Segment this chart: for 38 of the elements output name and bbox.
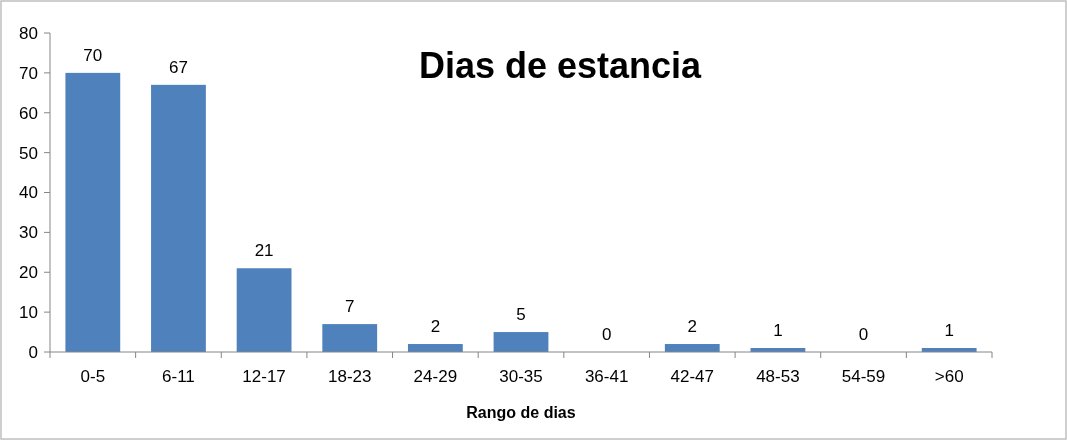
x-tick-label: 54-59 [841,367,886,386]
data-label: 0 [858,325,869,344]
data-label: 67 [168,57,188,77]
x-axis-title: Rango de dias [466,404,576,421]
x-tick-label: 6-11 [162,367,195,386]
data-label: 1 [944,321,954,341]
x-tick-label: 12-17 [242,367,286,386]
chart-title: Dias de estancia [418,45,703,86]
data-label: 0 [601,325,612,344]
x-tick-label: >60 [934,367,964,386]
x-tick-label: 24-29 [413,367,458,386]
bar [151,84,206,352]
bar [236,268,292,352]
data-label: 1 [773,321,783,341]
bar [65,72,121,352]
x-tick-label: 48-53 [756,367,800,386]
x-tick-label: 36-41 [584,367,629,386]
x-tick-label: 42-47 [670,367,715,386]
y-tick-label: 80 [19,23,38,43]
y-tick-label: 0 [28,342,38,362]
data-label: 70 [83,45,103,65]
y-tick-label: 20 [19,263,38,283]
x-tick-label: 30-35 [499,367,543,386]
y-tick-label: 40 [19,183,38,203]
bar [322,324,378,352]
x-tick-label: 18-23 [327,367,372,386]
data-label: 21 [254,241,274,261]
x-tick-label: 0-5 [80,367,106,386]
y-tick-label: 10 [19,303,38,323]
y-tick-label: 60 [19,103,38,123]
y-tick-label: 50 [19,143,38,163]
data-label: 5 [516,305,526,325]
y-tick-label: 70 [19,63,38,83]
data-label: 7 [344,297,355,317]
data-label: 2 [687,317,698,337]
y-tick-label: 30 [19,223,38,243]
bar [493,332,549,352]
data-label: 2 [430,317,441,337]
